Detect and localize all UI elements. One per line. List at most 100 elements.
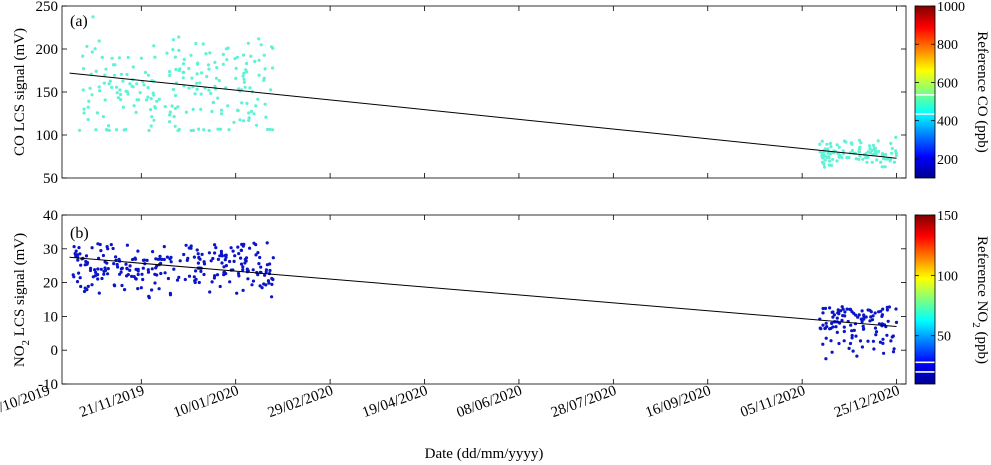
y-tick-label-b-3: 20 <box>43 276 58 292</box>
scatter-point-b-1-72 <box>821 323 825 327</box>
scatter-point-a-0-119 <box>202 128 206 132</box>
scatter-point-b-0-10 <box>136 287 140 291</box>
scatter-point-b-1-112 <box>828 327 832 331</box>
scatter-point-a-0-148 <box>205 75 209 79</box>
scatter-point-b-0-220 <box>159 261 163 265</box>
scatter-point-a-1-36 <box>854 157 858 161</box>
scatter-point-a-1-23 <box>820 139 824 143</box>
scatter-point-b-0-169 <box>196 261 200 265</box>
scatter-point-a-0-79 <box>266 127 270 132</box>
colorbar-tick-label-b-1: 100 <box>937 269 958 284</box>
scatter-point-a-1-73 <box>894 153 899 158</box>
scatter-point-b-1-107 <box>889 339 893 343</box>
scatter-point-a-1-64 <box>818 142 822 146</box>
scatter-point-a-0-194 <box>182 57 186 62</box>
scatter-point-a-0-154 <box>240 101 244 105</box>
scatter-point-a-0-90 <box>81 67 86 71</box>
scatter-point-b-0-188 <box>154 266 158 270</box>
scatter-point-a-1-19 <box>867 144 872 148</box>
colorbar-markers-a <box>915 94 935 115</box>
scatter-point-b-1-33 <box>842 329 846 334</box>
scatter-point-b-0-172 <box>224 253 228 257</box>
colorbar-tick-label-a-1: 400 <box>937 115 958 130</box>
scatter-point-a-0-159 <box>146 73 150 77</box>
scatter-point-a-1-4 <box>835 159 839 163</box>
scatter-point-a-0-184 <box>149 97 153 101</box>
scatter-point-b-0-76 <box>103 268 108 273</box>
colorbar-ticks-a: 200 400 600 800 1000 <box>915 0 965 168</box>
scatter-point-b-0-61 <box>169 260 173 264</box>
scatter-point-b-0-193 <box>270 276 274 281</box>
scatter-point-a-0-160 <box>238 118 242 122</box>
scatter-point-a-0-224 <box>97 85 101 89</box>
scatter-point-a-0-67 <box>245 61 249 66</box>
scatter-point-b-0-41 <box>199 269 203 273</box>
scatter-point-a-0-74 <box>82 107 86 111</box>
scatter-point-b-0-244 <box>262 282 266 286</box>
scatter-point-a-0-164 <box>225 58 229 62</box>
scatter-point-b-1-96 <box>850 329 854 333</box>
scatter-point-b-0-75 <box>162 245 166 249</box>
scatter-point-a-0-73 <box>252 112 256 116</box>
scatter-point-b-0-28 <box>109 243 113 247</box>
panel-label-b: (b) <box>70 225 89 242</box>
scatter-point-a-0-197 <box>78 128 82 132</box>
scatter-point-b-0-250 <box>264 268 268 272</box>
x-tick-label-6: 28/07/2020 <box>549 383 619 421</box>
scatter-point-b-1-84 <box>819 327 823 331</box>
scatter-point-a-0-110 <box>139 56 143 60</box>
scatter-point-a-0-40 <box>234 66 238 70</box>
scatter-point-a-0-111 <box>213 60 217 64</box>
scatter-point-a-0-8 <box>86 105 90 109</box>
scatter-point-b-0-213 <box>213 243 217 247</box>
scatter-point-b-1-82 <box>858 339 863 343</box>
x-tick-label-7: 16/09/2020 <box>643 383 713 421</box>
scatter-point-b-0-120 <box>209 259 213 263</box>
scatter-point-b-0-114 <box>194 269 198 273</box>
scatter-point-a-0-161 <box>171 87 175 92</box>
scatter-point-a-0-128 <box>131 65 135 69</box>
scatter-point-a-0-115 <box>195 81 199 85</box>
scatter-point-a-0-30 <box>190 76 194 80</box>
scatter-point-a-0-166 <box>254 104 258 108</box>
scatter-point-a-0-127 <box>247 118 251 122</box>
scatter-point-b-0-242 <box>86 284 90 288</box>
panel-a: 50 100 150 200 250 (a) CO LCS signal (mV) 20… <box>12 0 990 187</box>
scatter-point-a-0-86 <box>221 62 225 66</box>
scatter-point-a-0-76 <box>146 95 150 99</box>
scatter-point-b-0-29 <box>136 249 140 253</box>
scatter-point-b-1-67 <box>860 345 865 349</box>
scatter-point-a-0-98 <box>153 55 157 59</box>
scatter-point-b-0-141 <box>136 272 140 277</box>
scatter-point-b-1-21 <box>870 318 875 322</box>
scatter-point-b-0-35 <box>76 258 80 262</box>
scatter-point-a-0-107 <box>94 128 98 132</box>
colorbar-tick-label-a-0: 200 <box>937 153 958 168</box>
scatter-point-a-1-52 <box>823 165 827 169</box>
scatter-point-b-0-209 <box>100 276 104 281</box>
scatter-point-b-1-4 <box>881 337 885 341</box>
scatter-point-b-1-76 <box>828 306 832 310</box>
scatter-point-b-0-81 <box>193 280 197 285</box>
scatter-point-a-0-199 <box>226 46 230 50</box>
y-tick-label-b-4: 30 <box>43 242 58 258</box>
scatter-point-b-1-116 <box>848 307 853 311</box>
colorbar-label-b-rest: (ppb) <box>974 328 990 364</box>
scatter-point-b-0-80 <box>211 256 215 261</box>
scatter-point-a-0-83 <box>214 76 219 80</box>
scatter-point-b-0-205 <box>105 245 109 249</box>
scatter-point-a-0-203 <box>152 44 156 48</box>
scatter-point-a-0-134 <box>149 108 153 112</box>
scatter-point-b-1-90 <box>842 339 846 343</box>
scatter-point-a-0-114 <box>104 67 108 71</box>
scatter-point-b-0-140 <box>71 273 75 277</box>
scatter-point-a-1-86 <box>838 153 842 157</box>
scatter-point-a-1-37 <box>823 158 827 162</box>
scatter-point-a-0-88 <box>259 43 263 47</box>
scatter-point-a-0-102 <box>219 127 223 131</box>
scatter-point-a-0-226 <box>124 89 128 93</box>
scatter-point-a-1-51 <box>828 159 832 163</box>
trendline-a <box>69 72 897 159</box>
scatter-point-a-0-185 <box>191 107 195 111</box>
scatter-point-b-1-43 <box>873 311 877 315</box>
